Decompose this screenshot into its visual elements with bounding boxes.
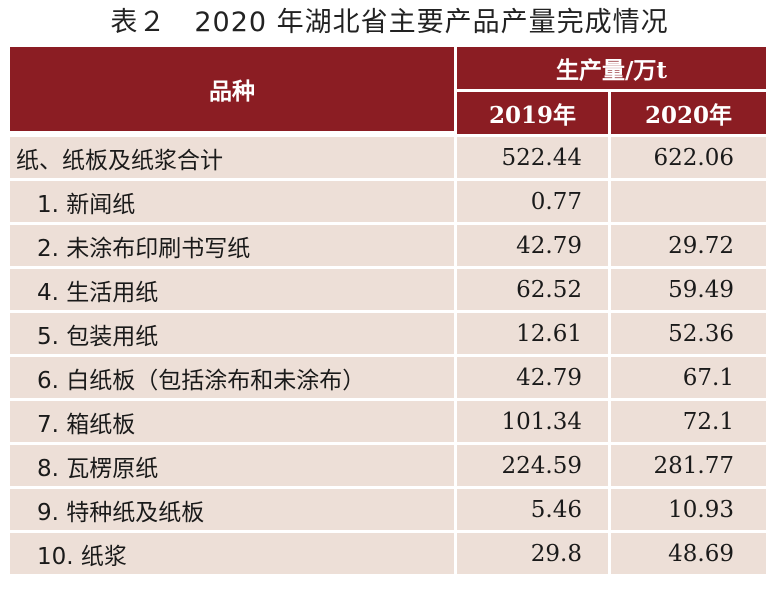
row-value-2019: 29.8 <box>454 530 608 574</box>
row-value-2020: 72.1 <box>608 398 766 442</box>
row-value-2019: 5.46 <box>454 486 608 530</box>
table-row: 1. 新闻纸 0.77 <box>10 178 766 222</box>
row-name: 1. 新闻纸 <box>10 178 454 222</box>
table-row: 10. 纸浆 29.8 48.69 <box>10 530 766 574</box>
production-table: 品种 生产量/万t 2019年 2020年 纸、纸板及纸浆合计 522.44 6… <box>10 47 766 574</box>
row-value-2020: 48.69 <box>608 530 766 574</box>
row-name: 6. 白纸板（包括涂布和未涂布） <box>10 354 454 398</box>
table-row: 6. 白纸板（包括涂布和未涂布） 42.79 67.1 <box>10 354 766 398</box>
table-row: 4. 生活用纸 62.52 59.49 <box>10 266 766 310</box>
row-value-2019: 101.34 <box>454 398 608 442</box>
row-name: 5. 包装用纸 <box>10 310 454 354</box>
row-value-2019: 62.52 <box>454 266 608 310</box>
row-value-2020: 622.06 <box>608 134 766 178</box>
row-name: 7. 箱纸板 <box>10 398 454 442</box>
row-name: 10. 纸浆 <box>10 530 454 574</box>
row-value-2019: 522.44 <box>454 134 608 178</box>
header-year-2020: 2020年 <box>608 92 766 134</box>
row-value-2020: 29.72 <box>608 222 766 266</box>
table-row: 5. 包装用纸 12.61 52.36 <box>10 310 766 354</box>
row-value-2019: 0.77 <box>454 178 608 222</box>
row-value-2019: 12.61 <box>454 310 608 354</box>
table-row: 7. 箱纸板 101.34 72.1 <box>10 398 766 442</box>
table-row: 纸、纸板及纸浆合计 522.44 622.06 <box>10 134 766 178</box>
table-row: 2. 未涂布印刷书写纸 42.79 29.72 <box>10 222 766 266</box>
row-value-2019: 42.79 <box>454 354 608 398</box>
row-value-2020: 67.1 <box>608 354 766 398</box>
table-row: 9. 特种纸及纸板 5.46 10.93 <box>10 486 766 530</box>
row-value-2020: 10.93 <box>608 486 766 530</box>
row-value-2020: 281.77 <box>608 442 766 486</box>
row-value-2019: 224.59 <box>454 442 608 486</box>
table-row: 8. 瓦楞原纸 224.59 281.77 <box>10 442 766 486</box>
row-value-2020: 59.49 <box>608 266 766 310</box>
row-name: 2. 未涂布印刷书写纸 <box>10 222 454 266</box>
header-production: 生产量/万t <box>454 47 766 92</box>
header-year-2019: 2019年 <box>454 92 608 134</box>
row-name: 纸、纸板及纸浆合计 <box>10 134 454 178</box>
row-value-2020: 52.36 <box>608 310 766 354</box>
table-title: 表２ 2020 年湖北省主要产品产量完成情况 <box>110 7 669 38</box>
row-name: 8. 瓦楞原纸 <box>10 442 454 486</box>
row-value-2019: 42.79 <box>454 222 608 266</box>
header-category: 品种 <box>10 47 454 134</box>
row-name: 9. 特种纸及纸板 <box>10 486 454 530</box>
row-value-2020 <box>608 178 766 222</box>
row-name: 4. 生活用纸 <box>10 266 454 310</box>
